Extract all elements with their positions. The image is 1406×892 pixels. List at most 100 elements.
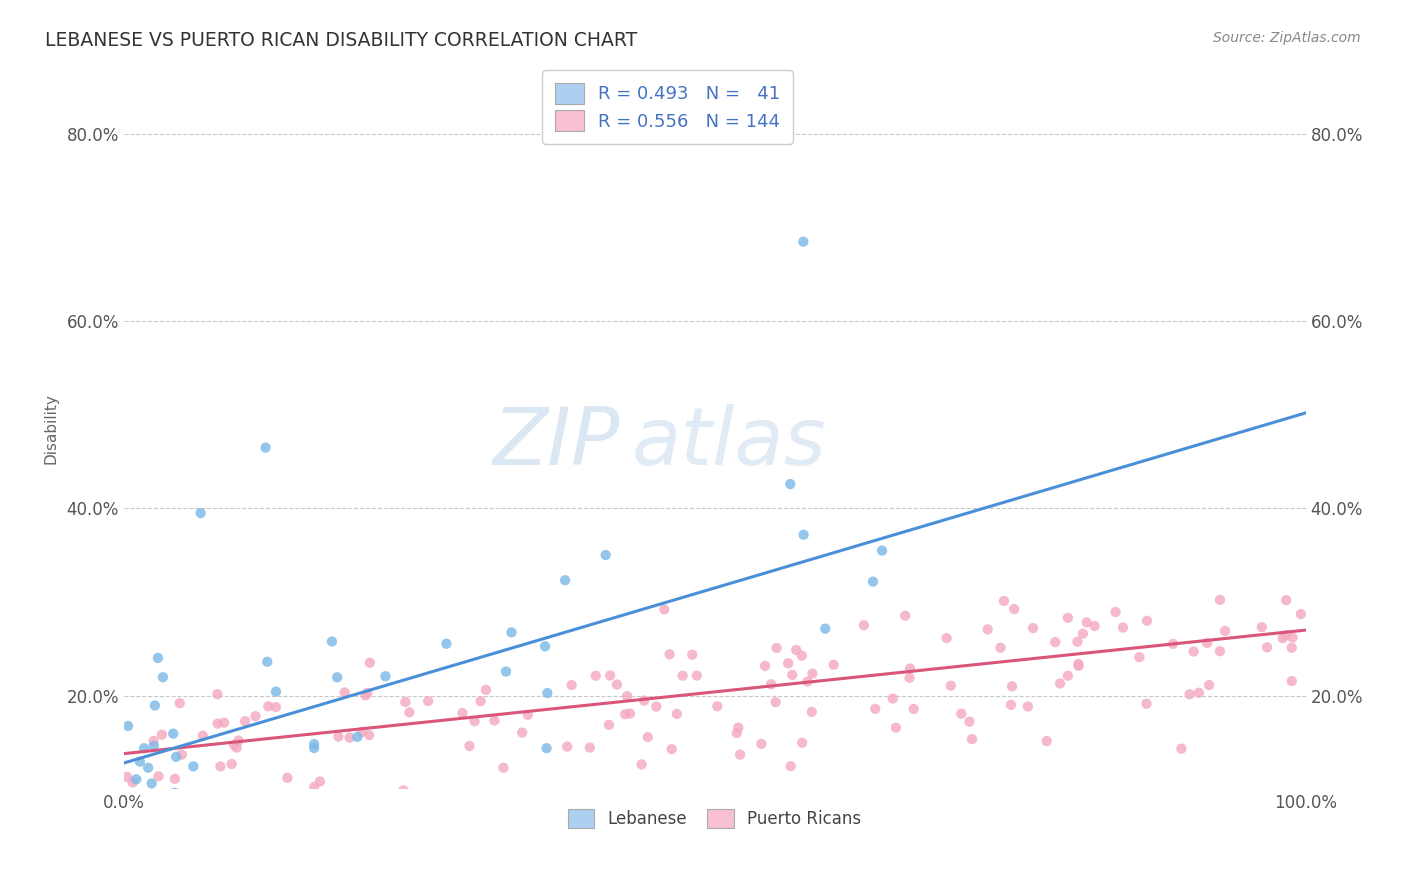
Point [665, 706, 688, 721]
Point [898, 671, 921, 685]
Point [727, 721, 749, 735]
Point [374, 669, 396, 683]
Point [398, 706, 420, 720]
Point [599, 668, 621, 682]
Point [170, 795, 193, 809]
Point [1289, 607, 1312, 621]
Point [162, 726, 184, 740]
Point [959, 714, 981, 729]
Point [165, 750, 187, 764]
Point [1271, 631, 1294, 645]
Point [785, 643, 807, 657]
Point [492, 761, 515, 775]
Point [501, 625, 523, 640]
Point [516, 707, 538, 722]
Point [960, 732, 983, 747]
Point [852, 618, 875, 632]
Point [1071, 626, 1094, 640]
Point [359, 728, 381, 742]
Point [436, 637, 458, 651]
Point [790, 648, 813, 663]
Point [870, 543, 893, 558]
Text: atlas: atlas [631, 404, 827, 483]
Point [1022, 621, 1045, 635]
Point [339, 731, 361, 745]
Point [990, 640, 1012, 655]
Point [681, 648, 703, 662]
Point [796, 674, 818, 689]
Point [536, 686, 558, 700]
Point [256, 655, 278, 669]
Point [162, 787, 184, 801]
Point [470, 694, 492, 708]
Point [903, 702, 925, 716]
Point [346, 730, 368, 744]
Point [1136, 614, 1159, 628]
Point [725, 726, 748, 740]
Point [1275, 593, 1298, 607]
Point [780, 668, 803, 682]
Point [630, 757, 652, 772]
Point [458, 739, 481, 753]
Point [1001, 679, 1024, 693]
Point [862, 574, 884, 589]
Point [321, 634, 343, 648]
Point [120, 794, 142, 808]
Point [264, 684, 287, 698]
Point [765, 640, 787, 655]
Point [117, 719, 139, 733]
Point [884, 721, 907, 735]
Point [706, 699, 728, 714]
Point [793, 527, 815, 541]
Point [143, 698, 166, 713]
Point [637, 730, 659, 744]
Point [1067, 657, 1090, 671]
Point [728, 747, 751, 762]
Point [183, 759, 205, 773]
Point [121, 775, 143, 789]
Point [328, 730, 350, 744]
Point [165, 787, 187, 801]
Point [778, 657, 800, 671]
Point [1256, 640, 1278, 655]
Point [170, 747, 193, 762]
Point [865, 702, 887, 716]
Point [779, 477, 801, 491]
Point [484, 714, 506, 728]
Point [595, 548, 617, 562]
Point [132, 741, 155, 756]
Point [418, 694, 440, 708]
Point [129, 755, 152, 769]
Point [1104, 605, 1126, 619]
Point [1197, 636, 1219, 650]
Point [359, 656, 381, 670]
Point [792, 736, 814, 750]
Point [302, 780, 325, 794]
Point [302, 741, 325, 756]
Point [302, 737, 325, 751]
Point [754, 659, 776, 673]
Point [326, 670, 349, 684]
Point [1281, 631, 1303, 645]
Point [207, 687, 229, 701]
Point [585, 669, 607, 683]
Point [935, 631, 957, 645]
Point [451, 706, 474, 720]
Point [392, 783, 415, 797]
Point [1035, 734, 1057, 748]
Point [309, 774, 332, 789]
Point [654, 602, 676, 616]
Point [254, 441, 277, 455]
Point [616, 689, 638, 703]
Point [276, 771, 298, 785]
Point [257, 699, 280, 714]
Point [1000, 698, 1022, 712]
Point [536, 741, 558, 756]
Point [801, 666, 824, 681]
Point [561, 678, 583, 692]
Point [1135, 697, 1157, 711]
Point [645, 699, 668, 714]
Point [136, 761, 159, 775]
Point [142, 739, 165, 753]
Point [1188, 686, 1211, 700]
